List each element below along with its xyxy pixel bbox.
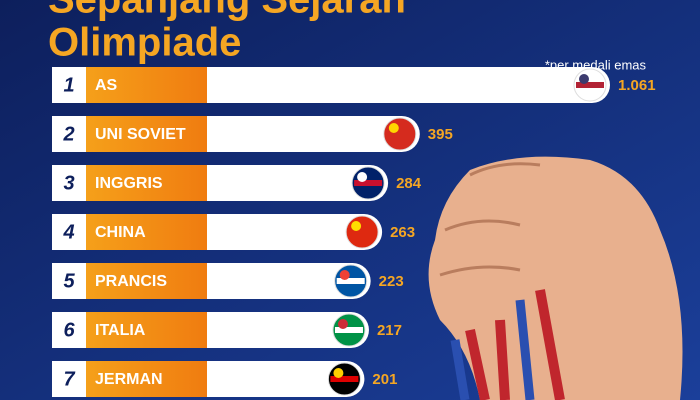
rank: 7 xyxy=(63,368,75,390)
flag-detail xyxy=(388,123,399,133)
rank-box xyxy=(52,116,86,152)
title: Olimpiade xyxy=(48,21,241,65)
category-label: CHINA xyxy=(95,224,146,241)
rank-box xyxy=(52,263,86,299)
label-box xyxy=(86,116,207,152)
rank-box xyxy=(52,67,86,103)
rank: 1 xyxy=(63,74,74,96)
label-box xyxy=(86,263,207,299)
rank: 2 xyxy=(62,123,74,145)
flag-detail xyxy=(351,221,362,231)
rank-box xyxy=(52,312,86,348)
flag-detail xyxy=(576,82,604,88)
rank-box xyxy=(52,165,86,201)
value-label: 395 xyxy=(428,126,453,143)
category-label: INGGRIS xyxy=(95,175,163,192)
label-box xyxy=(86,214,207,250)
bar xyxy=(207,165,389,201)
label-box xyxy=(86,165,207,201)
category-label: ITALIA xyxy=(95,322,146,339)
value-label: 1.061 xyxy=(618,77,656,94)
category-label: AS xyxy=(95,77,118,94)
value-label: 263 xyxy=(390,224,415,241)
flag-detail xyxy=(348,229,377,235)
value-label: 217 xyxy=(377,322,402,339)
flag-detail xyxy=(330,376,359,382)
flag-detail xyxy=(385,131,414,137)
rank-box xyxy=(52,361,86,397)
fist-illustration xyxy=(428,156,683,400)
title: Sepanjang Sejarah xyxy=(48,0,406,22)
value-label: 201 xyxy=(372,371,397,388)
rank: 5 xyxy=(63,270,75,292)
label-box xyxy=(86,312,207,348)
bar xyxy=(207,312,369,348)
rank: 4 xyxy=(62,221,74,243)
bar xyxy=(207,214,383,250)
flag-detail xyxy=(339,270,350,280)
flag-detail xyxy=(333,368,344,378)
label-box xyxy=(86,361,207,397)
value-label: 223 xyxy=(379,273,404,290)
rank-box xyxy=(52,214,86,250)
flag-detail xyxy=(357,172,368,182)
value-label: 284 xyxy=(396,175,422,192)
flag-detail xyxy=(579,74,589,84)
bar xyxy=(207,67,610,103)
category-label: UNI SOVIET xyxy=(95,126,186,143)
flag-detail xyxy=(334,327,363,333)
flag-detail xyxy=(337,319,348,329)
category-label: JERMAN xyxy=(95,371,163,388)
label-box xyxy=(86,67,207,103)
flag-detail xyxy=(354,180,383,186)
rank: 6 xyxy=(63,319,75,341)
flag-detail xyxy=(336,278,365,284)
bar xyxy=(207,361,365,397)
bar xyxy=(207,263,371,299)
rank: 3 xyxy=(63,172,74,194)
bar xyxy=(207,116,420,152)
category-label: PRANCIS xyxy=(95,273,167,290)
